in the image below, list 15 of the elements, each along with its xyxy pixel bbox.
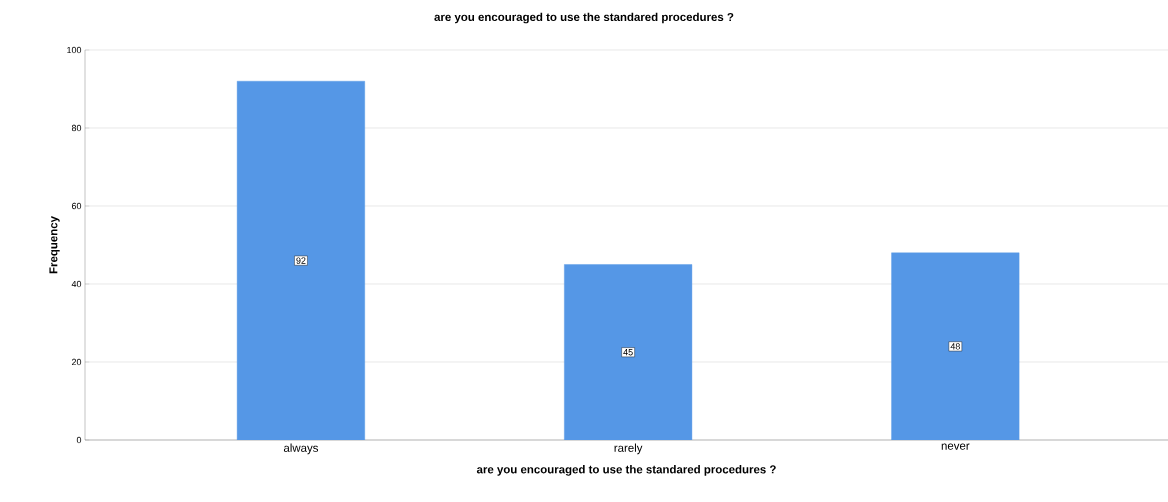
x-tick-label: rarely <box>614 443 643 455</box>
y-tick-label: 20 <box>71 358 82 366</box>
x-tick-label: never <box>941 443 970 450</box>
y-tick-label: 80 <box>71 124 82 132</box>
y-tick-label: 100 <box>67 46 82 54</box>
data-label: 48 <box>950 343 960 350</box>
x-axis-title: are you encouraged to use the standared procedures ? <box>476 465 776 476</box>
chart-title: are you encouraged to use the standared procedures ? <box>434 12 734 24</box>
x-tick-label: always <box>283 443 319 455</box>
y-tick-label: 0 <box>76 436 82 444</box>
y-tick-label: 60 <box>71 202 82 210</box>
y-axis-title: Frequency <box>49 216 60 274</box>
y-tick-label: 40 <box>71 280 82 288</box>
data-label: 45 <box>623 349 633 356</box>
data-label: 92 <box>296 257 306 264</box>
